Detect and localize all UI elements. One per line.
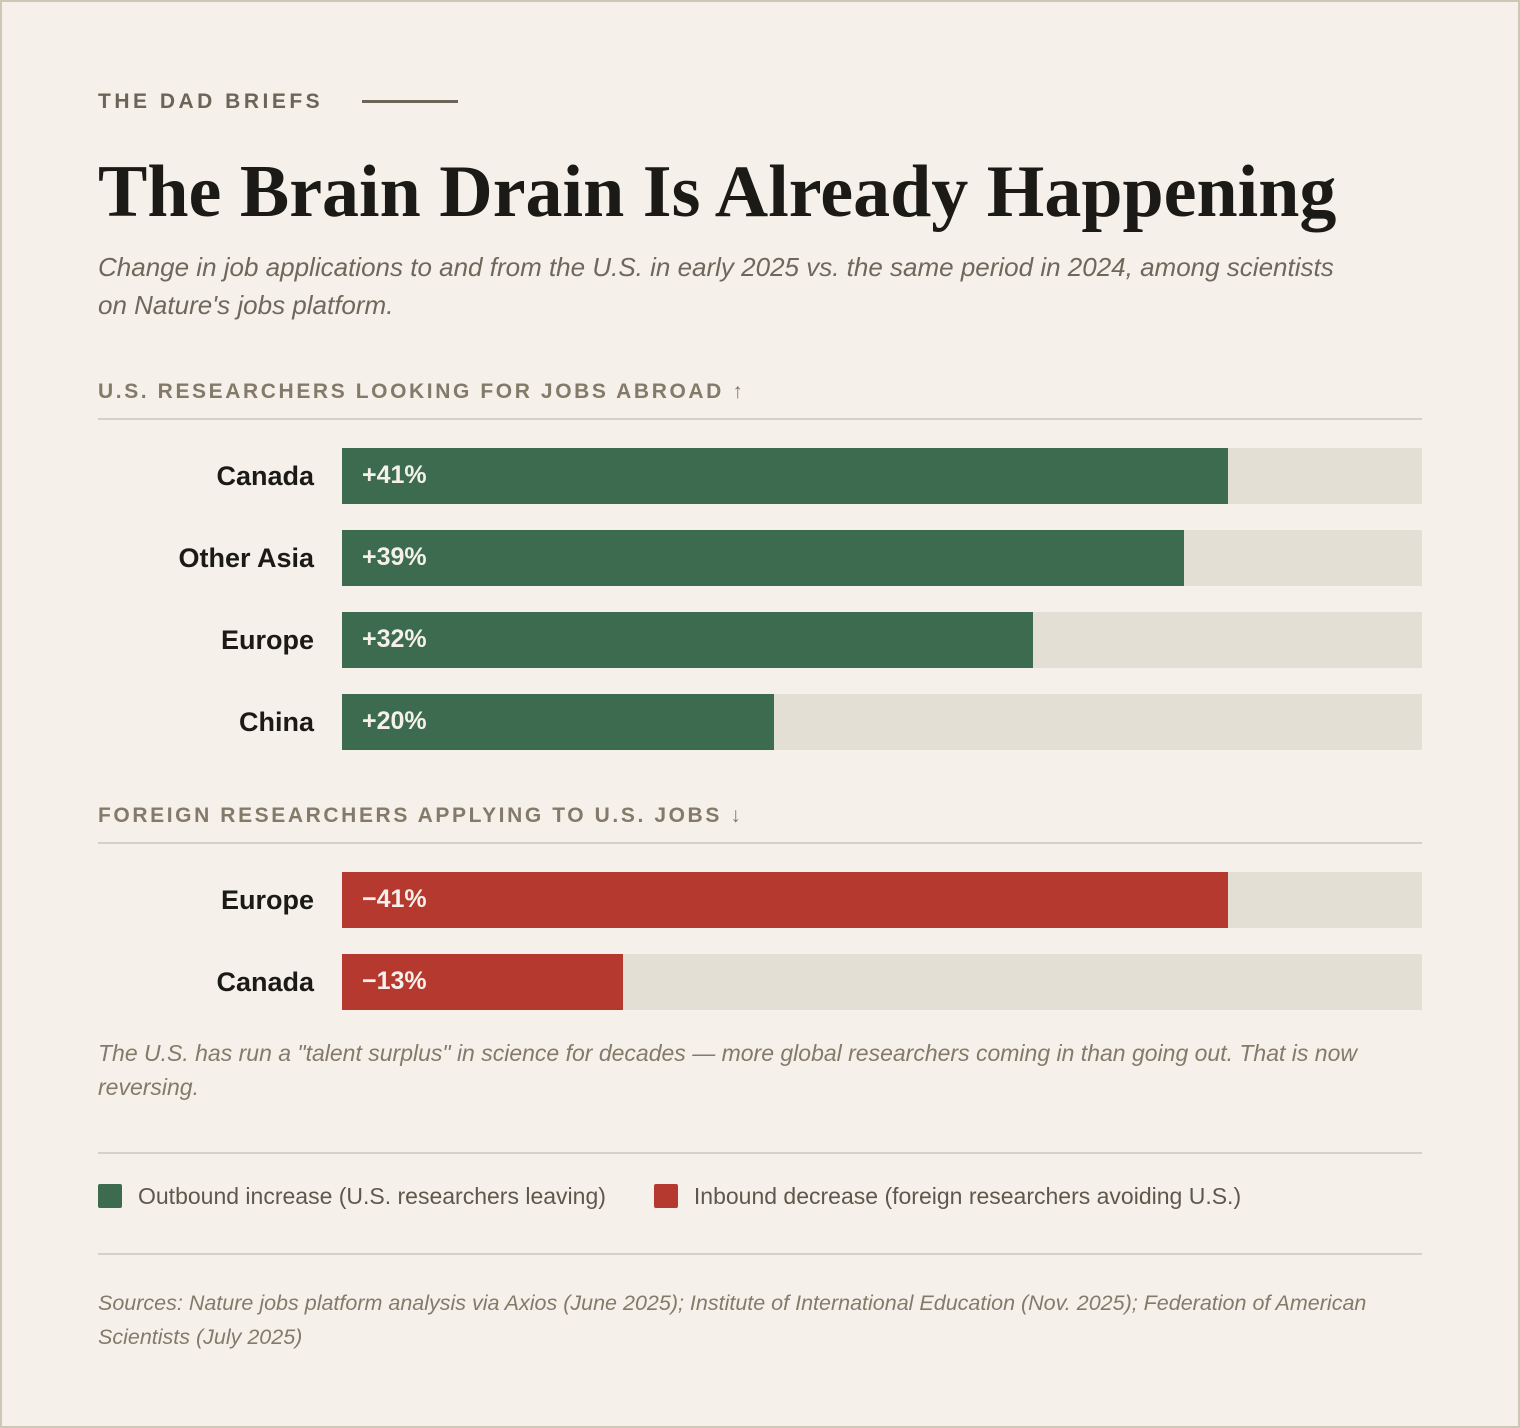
section-title: U.S. RESEARCHERS LOOKING FOR JOBS ABROAD… — [98, 380, 746, 403]
bar-track: +41% — [342, 448, 1422, 504]
bar: −41% — [342, 872, 1228, 928]
category-label: China — [238, 707, 314, 737]
section-title: FOREIGN RESEARCHERS APPLYING TO U.S. JOB… — [98, 804, 744, 827]
kicker: THE DAD BRIEFS — [98, 90, 324, 113]
bar: +20% — [342, 694, 774, 750]
category-label: Canada — [216, 967, 314, 997]
bar: +32% — [342, 612, 1034, 668]
category-label: Europe — [220, 625, 314, 655]
legend: Outbound increase (U.S. researchers leav… — [98, 1182, 1241, 1210]
bar: +41% — [342, 448, 1228, 504]
value-label: −41% — [362, 885, 427, 913]
bar: −13% — [342, 954, 623, 1010]
legend-label: Outbound increase (U.S. researchers leav… — [138, 1182, 606, 1209]
sources: Sources: Nature jobs platform analysis v… — [98, 1291, 1367, 1349]
section-rule — [98, 842, 1422, 844]
bar: +39% — [342, 530, 1185, 586]
bar-track: +39% — [342, 530, 1422, 586]
divider — [98, 1152, 1422, 1154]
title: The Brain Drain Is Already Happening — [98, 151, 1337, 233]
legend-label: Inbound decrease (foreign researchers av… — [693, 1182, 1242, 1209]
bar-track: +20% — [342, 694, 1422, 750]
kicker-line — [362, 100, 458, 103]
legend-item: Outbound increase (U.S. researchers leav… — [98, 1182, 606, 1210]
value-label: +20% — [362, 707, 427, 735]
value-label: +39% — [362, 543, 427, 571]
legend-swatch — [653, 1184, 678, 1208]
value-label: +32% — [362, 625, 427, 653]
bar-chart: U.S. RESEARCHERS LOOKING FOR JOBS ABROAD… — [98, 377, 1422, 750]
category-label: Other Asia — [178, 543, 314, 573]
note: The U.S. has run a "talent surplus" in s… — [98, 1040, 1357, 1100]
value-label: −13% — [362, 967, 427, 995]
bar-track: −41% — [342, 872, 1422, 928]
legend-item: Inbound decrease (foreign researchers av… — [653, 1182, 1242, 1210]
category-label: Canada — [216, 461, 314, 491]
divider — [98, 1253, 1422, 1255]
legend-swatch — [98, 1184, 122, 1208]
section-rule — [98, 418, 1422, 420]
value-label: +41% — [362, 461, 427, 489]
category-label: Europe — [220, 885, 314, 915]
bar-track: +32% — [342, 612, 1422, 668]
bar-chart: FOREIGN RESEARCHERS APPLYING TO U.S. JOB… — [98, 801, 1422, 1010]
subtitle: Change in job applications to and from t… — [98, 252, 1334, 320]
bar-track: −13% — [342, 954, 1422, 1010]
